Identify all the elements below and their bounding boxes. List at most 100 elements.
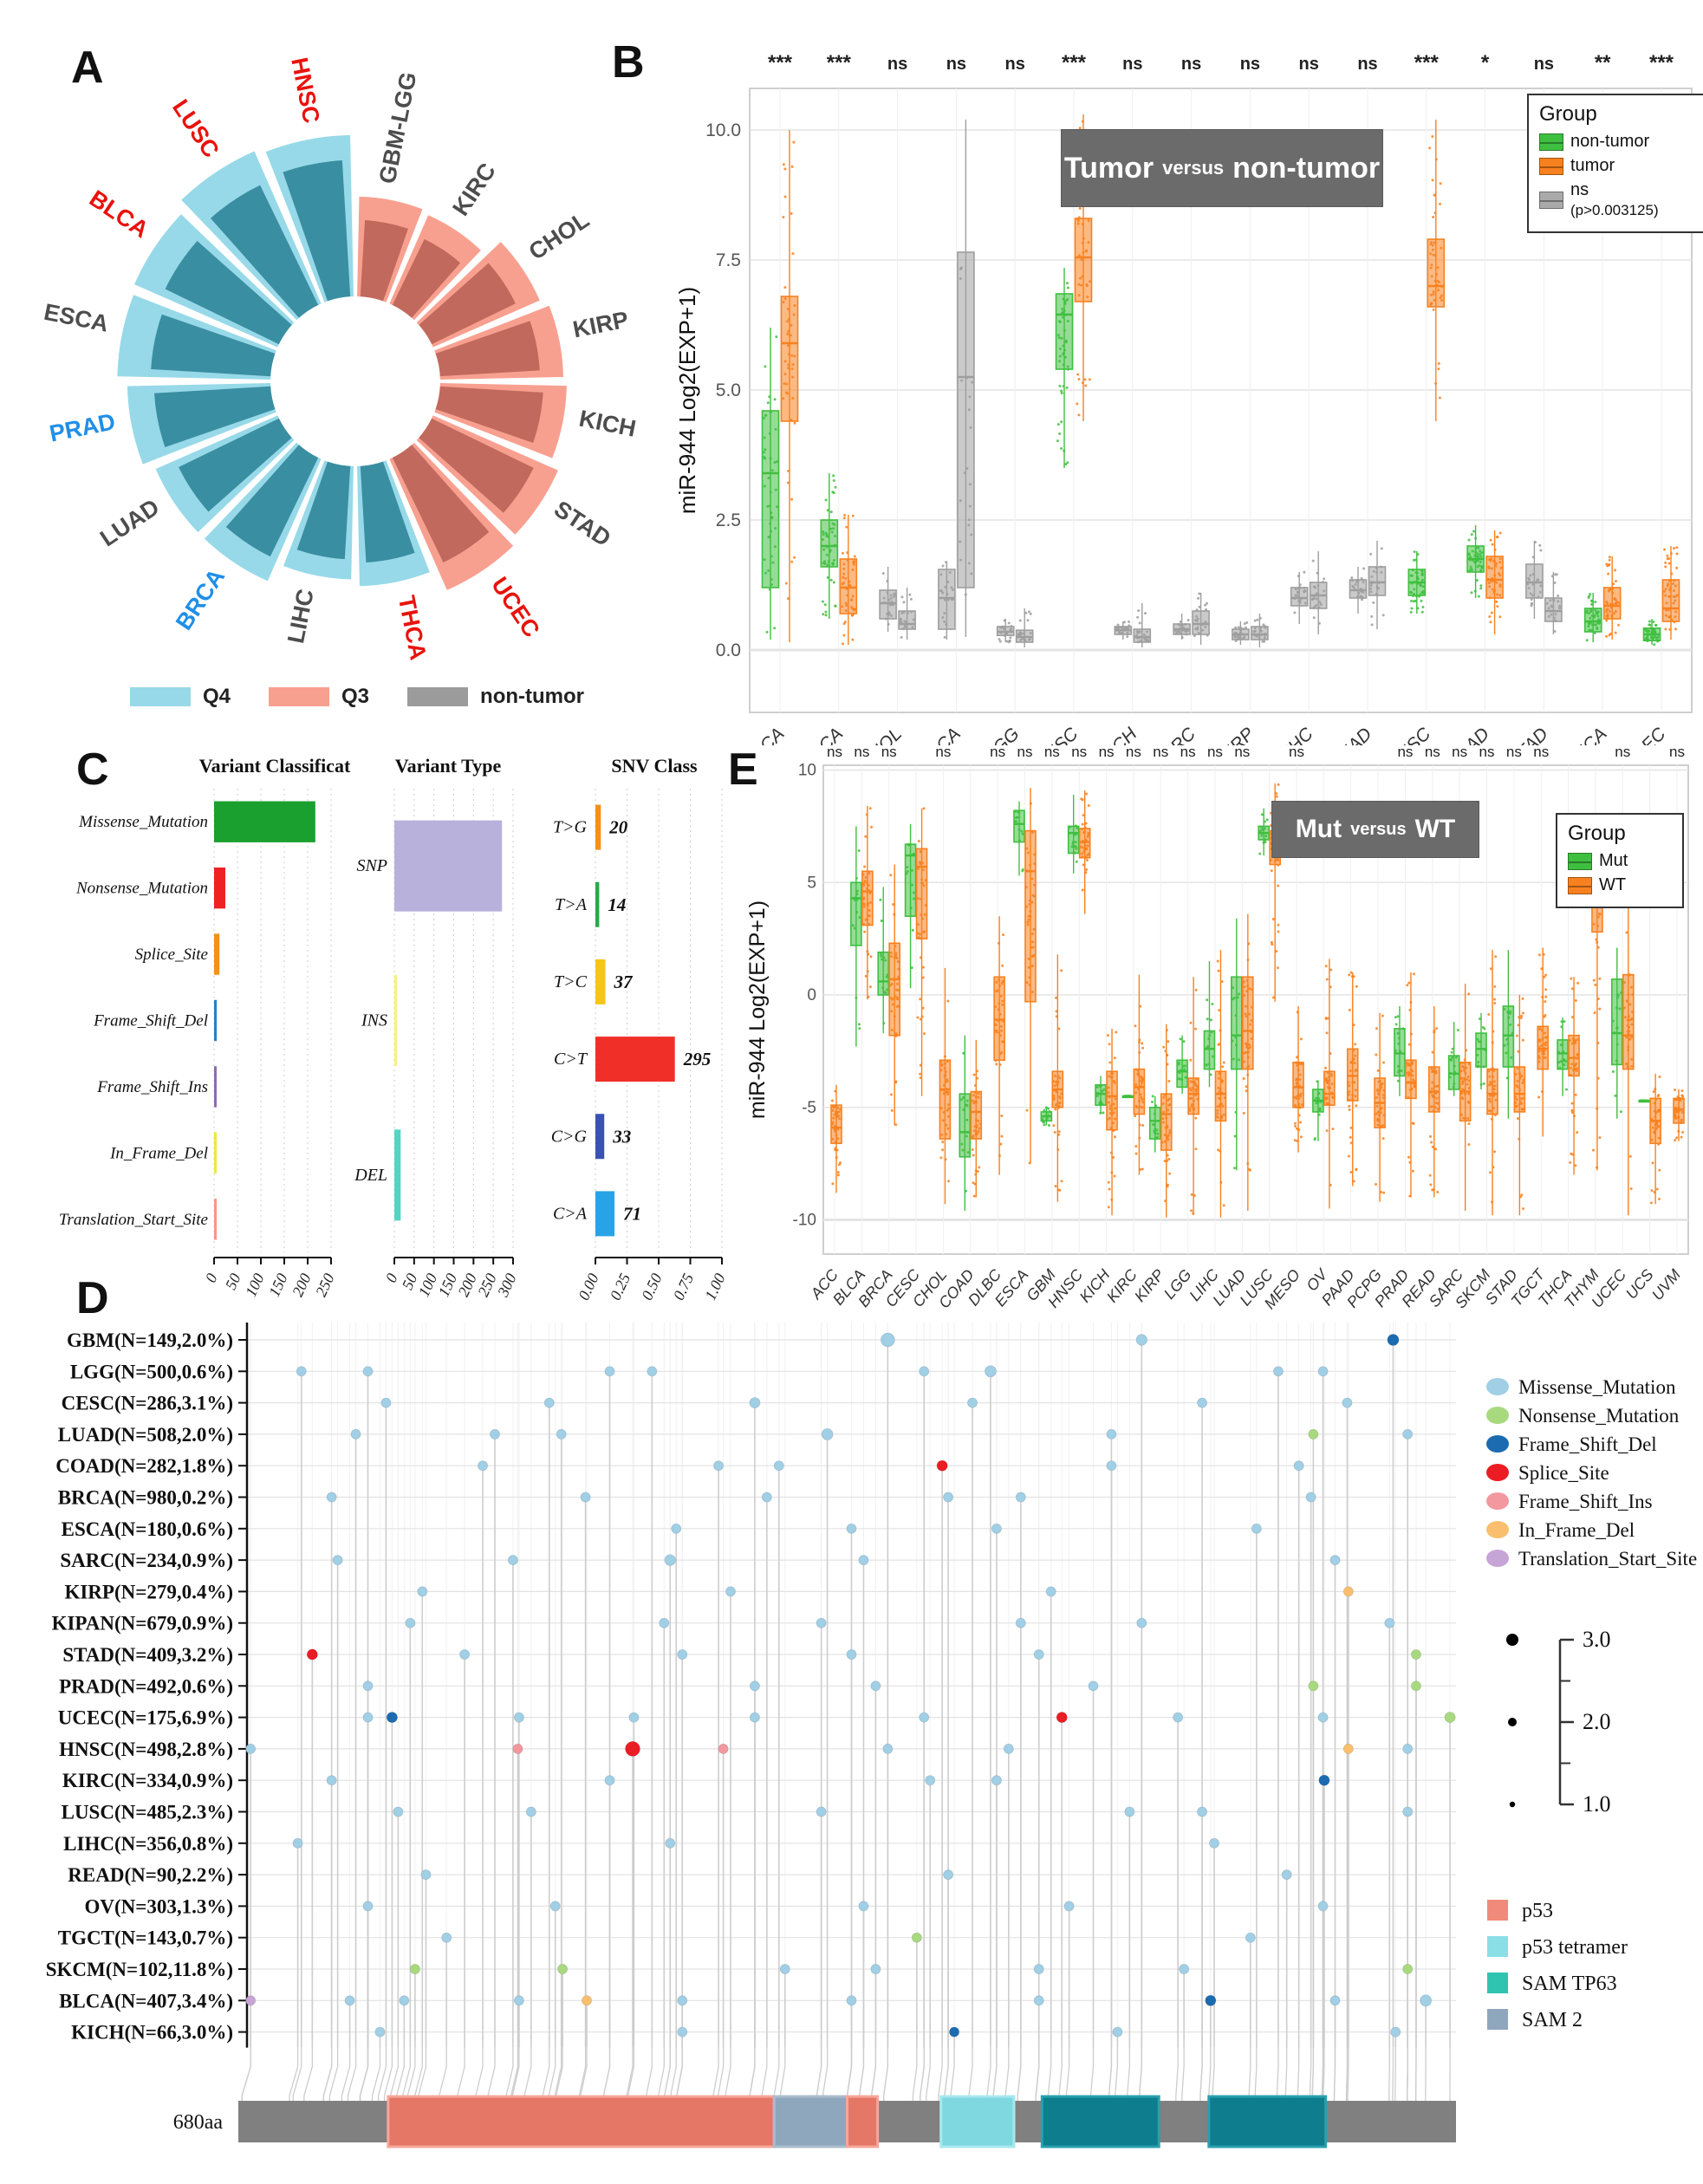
c-cat-C>T: C>T [554, 1050, 588, 1069]
b-legend-item-tumor: tumor [1539, 156, 1693, 176]
svg-text:0.0: 0.0 [716, 640, 741, 660]
d-legend-label-In_Frame_Del: In_Frame_Del [1518, 1519, 1635, 1541]
d-row-label-KIPAN: KIPAN(N=679,0.9%) [52, 1613, 233, 1635]
lollipop-Nonsense_Mutation [1410, 1680, 1421, 1692]
b-sig-ESCA: ns [946, 55, 966, 74]
c-cat-SNP: SNP [356, 856, 387, 875]
c-value-T>A: 14 [608, 894, 626, 915]
c-cat-T>G: T>G [553, 818, 588, 837]
domain-legend-swatch-SAM TP63 [1487, 1973, 1508, 1993]
e-sig-ACC: ns [827, 744, 842, 760]
lollipop-Nonsense_Mutation [911, 1932, 922, 1943]
lollipop-Missense_Mutation [664, 1554, 676, 1566]
svg-text:-10: -10 [793, 1212, 816, 1230]
e-sig-KICH: ns [1099, 744, 1115, 760]
e-xlabel-UCS: UCS [1622, 1266, 1657, 1303]
svg-text:-5: -5 [802, 1099, 816, 1117]
lollipop-Missense_Mutation [659, 1617, 670, 1628]
d-row-label-GBM: GBM(N=149,2.0%) [67, 1329, 233, 1351]
lollipop-Missense_Mutation [362, 1901, 374, 1912]
lollipop-Missense_Mutation [1272, 1366, 1284, 1377]
lollipop-Missense_Mutation [919, 1366, 930, 1377]
lollipop-Missense_Mutation [1384, 1617, 1395, 1628]
lollipop-Missense_Mutation [1209, 1837, 1220, 1849]
c-value-C>A: 71 [623, 1203, 641, 1224]
e-xlabel-KIRP: KIRP [1131, 1266, 1167, 1305]
lollipop-Missense_Mutation [1015, 1492, 1026, 1503]
lollipop-Missense_Mutation [858, 1555, 869, 1566]
c-bar-In_Frame_Del [214, 1132, 217, 1174]
c-bar-T>C [595, 959, 606, 1004]
b-sig-LUSC: *** [1414, 51, 1440, 75]
domain-SAM TP63 [1040, 2095, 1160, 2148]
d-row-label-PRAD: PRAD(N=492,0.6%) [59, 1675, 233, 1697]
lollipop-Missense_Mutation [332, 1555, 343, 1566]
sector-label-THCA: THCA [393, 594, 432, 662]
panel-c-label: C [76, 744, 109, 795]
c-cat-Frame_Shift_Del: Frame_Shift_Del [93, 1012, 208, 1030]
d-legend-dot-In_Frame_Del [1486, 1521, 1509, 1538]
c-bar-Frame_Shift_Del [214, 999, 218, 1042]
c-cat-C>G: C>G [551, 1127, 588, 1146]
c-cat-In_Frame_Del: In_Frame_Del [109, 1144, 208, 1162]
panel-e-title-word2: versus [1350, 819, 1407, 839]
e-sig-SKCM: ns [1479, 744, 1495, 760]
d-legend-label-Translation_Start_Site: Translation_Start_Site [1518, 1548, 1697, 1570]
e-sig-KIRP: ns [1153, 744, 1168, 760]
lollipop-Missense_Mutation [1045, 1586, 1056, 1597]
e-sig-READ: ns [1425, 744, 1440, 760]
panel-b-label: B [612, 37, 645, 88]
lollipop-Missense_Mutation [1329, 1995, 1341, 2006]
d-row-label-UCEC: UCEC(N=175,6.9%) [58, 1707, 233, 1729]
e-sig-GBM: ns [1044, 744, 1060, 760]
domain-p53 [846, 2095, 880, 2148]
box-glyph-icon [1539, 157, 1563, 175]
legend-label-non-tumor: non-tumor [480, 685, 584, 708]
lollipop-Frame_Shift_Ins [512, 1743, 523, 1754]
d-row-label-ESCA: ESCA(N=180,0.6%) [62, 1518, 233, 1540]
d-row-label-LGG: LGG(N=500,0.6%) [70, 1361, 233, 1382]
lollipop-Translation_Start_Site [245, 1995, 257, 2006]
lollipop-Missense_Mutation [393, 1806, 404, 1817]
d-legend-label-Frame_Shift_Del: Frame_Shift_Del [1518, 1433, 1657, 1455]
c-bar-C>T [595, 1037, 675, 1082]
d-legend-dot-Nonsense_Mutation [1486, 1407, 1509, 1424]
lollipop-Missense_Mutation [773, 1460, 784, 1472]
lollipop-Missense_Mutation [1003, 1743, 1014, 1754]
lollipop-Missense_Mutation [1033, 1964, 1044, 1975]
lollipop-Missense_Mutation [1136, 1617, 1147, 1628]
b-sig-BLCA: *** [768, 51, 793, 75]
c-title-1: Variant Type [395, 755, 502, 777]
d-row-label-KIRC: KIRC(N=334,0.9%) [62, 1770, 233, 1791]
box-glyph-icon [1568, 852, 1592, 870]
b-sig-THCA: ** [1595, 51, 1611, 75]
b-sig-HNSC: *** [1062, 51, 1087, 75]
b-sig-KIRP: ns [1240, 55, 1260, 74]
lollipop-Missense_Mutation [543, 1397, 555, 1408]
size-legend-value-2.0: 2.0 [1583, 1709, 1611, 1734]
d-row-label-BLCA: BLCA(N=407,3.4%) [59, 1990, 233, 2012]
box-glyph-icon [1539, 192, 1563, 209]
panel-b-title-word1: Tumor [1063, 151, 1154, 185]
d-row-label-SARC: SARC(N=234,0.9%) [60, 1550, 233, 1571]
lollipop-Missense_Mutation [604, 1366, 615, 1377]
sector-label-LUAD: LUAD [95, 494, 164, 552]
lollipop-Missense_Mutation [1135, 1334, 1148, 1346]
sector-label-BLCA: BLCA [85, 185, 153, 244]
lollipop-Missense_Mutation [725, 1586, 737, 1597]
lollipop-Missense_Mutation [549, 1901, 561, 1912]
d-row-label-OV: OV(N=303,1.3%) [84, 1895, 233, 1917]
lollipop-Missense_Mutation [1245, 1932, 1256, 1943]
sector-label-PRAD: PRAD [48, 408, 118, 446]
c-cat-DEL: DEL [354, 1166, 387, 1185]
sector-label-LUSC: LUSC [167, 94, 224, 162]
svg-text:7.5: 7.5 [716, 250, 741, 270]
lollipop-Missense_Mutation [1342, 1397, 1353, 1408]
lollipop-Missense_Mutation [374, 2026, 386, 2038]
domain-legend-swatch-p53 tetramer [1487, 1936, 1508, 1957]
c-title-2: SNV Class [611, 755, 698, 777]
d-legend-label-Frame_Shift_Ins: Frame_Shift_Ins [1518, 1491, 1653, 1512]
lollipop-Missense_Mutation [525, 1806, 536, 1817]
lollipop-Nonsense_Mutation [1308, 1428, 1319, 1440]
lollipop-Missense_Mutation [507, 1555, 518, 1566]
